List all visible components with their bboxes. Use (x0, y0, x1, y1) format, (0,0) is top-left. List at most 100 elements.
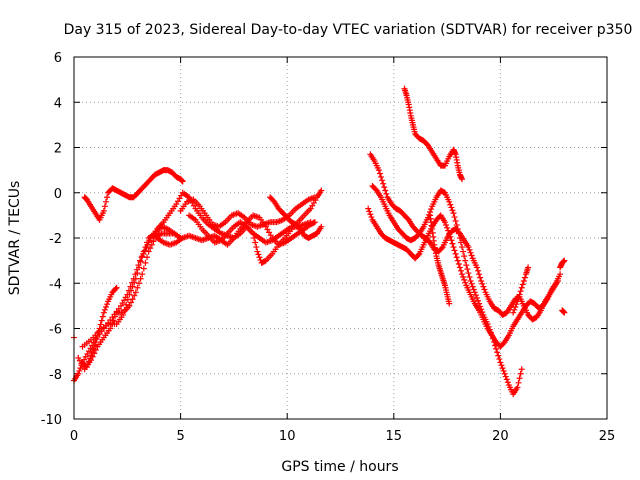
data-point-fill (460, 274, 467, 281)
data-point-fill (520, 277, 527, 284)
data-point (561, 309, 568, 316)
y-tick-label: 4 (54, 96, 62, 111)
data-point-fill (517, 370, 524, 377)
data-point (318, 223, 325, 230)
x-axis-label: GPS time / hours (281, 459, 398, 475)
data-point (450, 210, 457, 217)
data-point (137, 257, 144, 264)
data-point-fill (469, 283, 476, 290)
data-point-fill (133, 266, 140, 273)
data-point (88, 357, 95, 364)
data-point-fill (123, 301, 130, 308)
data-point (465, 244, 472, 251)
data-point-fill (415, 251, 422, 258)
data-point-fill (455, 261, 462, 268)
data-point-fill (452, 218, 459, 225)
data-point-fill (462, 257, 469, 264)
data-point-fill (460, 248, 467, 255)
data-point-fill (495, 352, 502, 359)
data-point (525, 264, 532, 271)
data-point (561, 257, 568, 264)
data-point-fill (125, 287, 132, 294)
data-point (139, 271, 146, 278)
data-point (476, 300, 483, 307)
data-point-fill (461, 253, 468, 260)
data-point-fill (381, 184, 388, 191)
data-point (311, 194, 318, 201)
data-point (446, 230, 453, 237)
tick-labels: 0 5 10 15 20 25 -10 -8 -6 -4 -2 0 2 4 6 (41, 51, 616, 444)
data-point-fill (496, 356, 503, 363)
data-point (493, 345, 500, 352)
y-tick-label: 6 (54, 51, 62, 66)
data-point-fill (140, 265, 147, 272)
data-point-fill (98, 317, 105, 324)
data-point-fill (448, 204, 455, 211)
data-point-fill (383, 190, 390, 197)
data-point-fill (144, 254, 151, 261)
data-point-fill (99, 313, 106, 320)
data-point-fill (468, 280, 475, 287)
x-tick-label: 10 (279, 429, 296, 444)
data-point (459, 271, 466, 278)
data-point (557, 271, 564, 278)
data-point (446, 198, 453, 205)
data-point-fill (447, 201, 454, 208)
data-point (518, 366, 525, 373)
data-point-fill (142, 259, 149, 266)
data-point-fill (464, 266, 471, 273)
data-point-fill (92, 346, 99, 353)
data-point (459, 176, 466, 183)
data-point-fill (480, 283, 487, 290)
data-point-fill (104, 194, 111, 201)
data-point-fill (131, 292, 138, 299)
data-point-fill (486, 326, 493, 333)
data-point-fill (101, 203, 108, 210)
data-point (473, 264, 480, 271)
data-point-fill (504, 379, 511, 386)
data-point-fill (485, 323, 492, 330)
data-point-fill (489, 335, 496, 342)
data-point-fill (449, 240, 456, 247)
data-point-fill (475, 267, 482, 274)
data-point-fill (472, 292, 479, 299)
data-point-fill (112, 285, 119, 292)
data-point (441, 219, 448, 226)
data-point-fill (456, 235, 463, 241)
data-point-fill (255, 251, 262, 258)
data-point-fill (516, 291, 523, 298)
data-point-fill (368, 214, 375, 221)
data-point (179, 178, 186, 185)
y-tick-label: -4 (49, 277, 62, 292)
data-point (488, 332, 495, 339)
data-point-fill (511, 306, 518, 313)
data-point-fill (140, 250, 147, 257)
data-point-fill (444, 224, 451, 231)
data-point-fill (498, 362, 505, 369)
data-point-fill (134, 284, 141, 291)
data-point-fill (479, 309, 486, 316)
data-point-fill (453, 221, 460, 228)
data-point (380, 180, 387, 187)
data-point-fill (512, 304, 519, 311)
data-point-fill (138, 254, 145, 261)
data-point-fill (379, 177, 386, 184)
data-point (100, 207, 107, 214)
data-point (514, 384, 521, 391)
data-point-fill (503, 376, 510, 383)
data-point-fill (127, 283, 134, 290)
data-point-fill (378, 173, 385, 180)
data-point-fill (468, 252, 475, 259)
data-point-fill (475, 297, 482, 304)
data-point-fill (513, 301, 520, 308)
data-point (307, 219, 314, 226)
data-point-fill (451, 247, 458, 254)
data-point-fill (516, 375, 523, 382)
data-point (365, 205, 372, 212)
data-point-fill (517, 288, 524, 295)
data-point (126, 302, 133, 309)
data-point-fill (252, 239, 259, 246)
data-point (75, 370, 82, 377)
data-point-fill (515, 379, 522, 386)
